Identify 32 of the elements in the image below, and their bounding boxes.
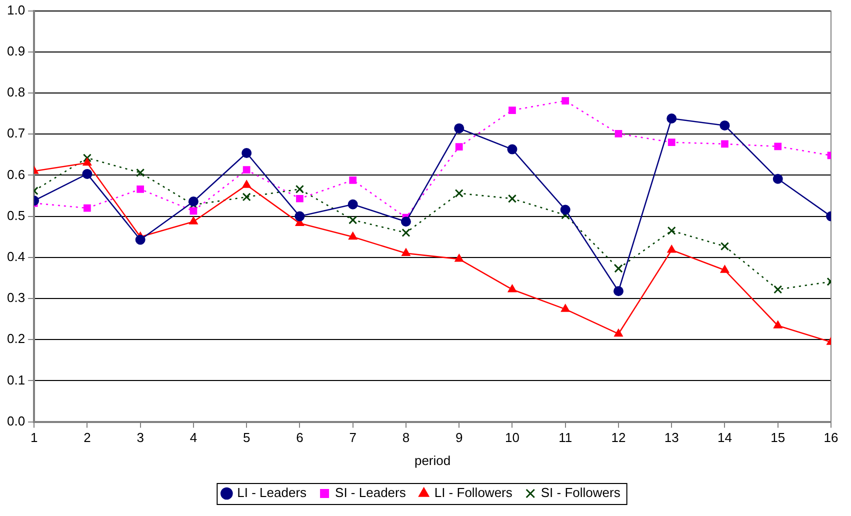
x-tick-label: 13 [664,430,679,446]
y-tick-label: 0.0 [6,413,26,428]
y-tick-label: 1.0 [6,2,26,18]
x-tick-label: 1 [30,430,38,446]
x-tick-label: 12 [611,430,626,446]
x-tick-label: 6 [296,430,304,446]
y-tick-label: 0.8 [6,84,26,100]
x-tick-label: 15 [770,430,786,446]
x-tick-label: 3 [136,430,144,446]
y-tick-label: 0.7 [6,126,26,141]
x-tick-label: 4 [190,430,198,446]
y-tick-label: 0.6 [6,166,26,182]
x-tick-label: 5 [242,430,250,446]
x-tick-label: 14 [718,430,732,446]
x-axis-title: period [414,452,451,468]
x-tick-label: 8 [402,430,410,446]
legend-label: SI - Followers [540,485,621,500]
y-tick-label: 0.5 [6,208,26,223]
legend-label: LI - Followers [434,485,513,500]
legend-label: LI - Leaders [237,485,308,500]
x-tick-label: 9 [455,430,463,446]
y-tick-label: 0.1 [6,372,26,388]
legend-label: SI - Leaders [335,485,406,500]
y-tick-label: 0.2 [6,331,26,346]
y-tick-label: 0.3 [6,290,26,306]
x-tick-label: 11 [558,430,572,446]
x-tick-label: 10 [504,430,520,446]
y-tick-label: 0.9 [6,43,26,58]
x-tick-label: 7 [349,430,356,446]
y-tick-label: 0.4 [6,248,26,264]
x-tick-label: 2 [84,430,91,446]
x-tick-label: 16 [824,430,838,446]
